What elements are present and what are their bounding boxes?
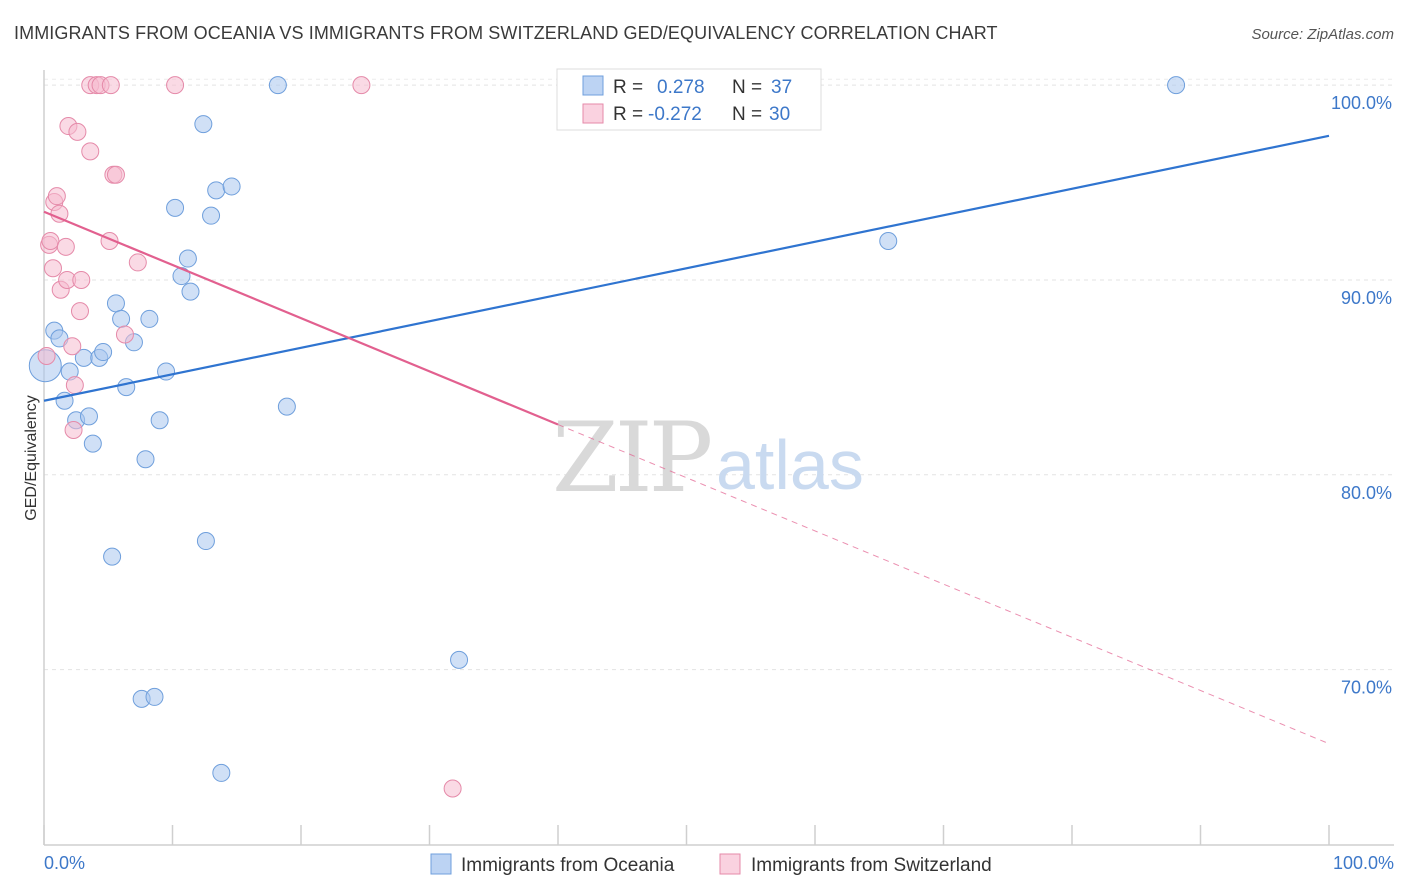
y-tick-label: 70.0% — [1341, 678, 1392, 698]
point-switzerland — [81, 142, 100, 161]
point-oceania — [268, 76, 287, 95]
trend-lines — [43, 134, 1330, 745]
point-oceania — [194, 115, 213, 134]
point-oceania — [1167, 76, 1186, 95]
point-oceania — [136, 450, 155, 469]
stats-legend: R = 0.278 N = 37 R = -0.272 N = 30 — [556, 68, 822, 131]
watermark: ZIP atlas — [552, 402, 864, 514]
bottom-legend: Immigrants from Oceania Immigrants from … — [430, 853, 992, 876]
x-ticks — [43, 825, 1330, 845]
y-axis-label: GED/Equivalency — [23, 395, 40, 520]
stats-swatch-switzerland — [582, 103, 604, 124]
point-oceania — [145, 687, 164, 706]
x-tick-label-max: 100.0% — [1333, 853, 1394, 873]
point-oceania — [79, 407, 98, 426]
trend-line-oceania — [43, 134, 1330, 402]
stats-n-value-switzerland: 30 — [769, 104, 790, 125]
point-switzerland — [64, 420, 83, 439]
point-oceania — [106, 294, 125, 313]
y-tick-labels: 100.0% 90.0% 80.0% 70.0% — [1331, 93, 1392, 698]
data-points — [28, 76, 1186, 798]
point-oceania — [83, 434, 102, 453]
point-oceania — [202, 206, 221, 225]
point-oceania — [166, 198, 185, 217]
point-switzerland — [101, 76, 120, 95]
stats-n-label-switzerland: N = — [732, 104, 762, 125]
watermark-zip: ZIP — [552, 402, 711, 514]
chart-title: IMMIGRANTS FROM OCEANIA VS IMMIGRANTS FR… — [14, 23, 998, 43]
watermark-atlas: atlas — [716, 426, 864, 504]
y-tick-label: 80.0% — [1341, 483, 1392, 503]
trend-line-switzerland-extrapolated — [557, 424, 1330, 745]
point-oceania — [879, 231, 898, 250]
point-oceania — [450, 650, 469, 669]
point-oceania — [196, 532, 215, 551]
point-oceania — [150, 411, 169, 430]
y-tick-label: 100.0% — [1331, 93, 1392, 113]
point-switzerland — [65, 376, 84, 395]
legend-label-switzerland: Immigrants from Switzerland — [751, 855, 992, 876]
x-tick-label-min: 0.0% — [44, 853, 85, 873]
point-switzerland — [63, 337, 82, 356]
point-oceania — [94, 343, 113, 362]
point-switzerland — [68, 122, 87, 141]
chart-source: Source: ZipAtlas.com — [1251, 26, 1394, 43]
stats-r-label-oceania: R = — [613, 77, 643, 98]
y-tick-label: 90.0% — [1341, 288, 1392, 308]
gridlines — [44, 78, 1394, 671]
point-oceania — [117, 378, 136, 397]
point-oceania — [103, 547, 122, 566]
point-switzerland — [352, 76, 371, 95]
legend-swatch-oceania — [430, 853, 452, 875]
point-switzerland — [56, 237, 75, 256]
point-oceania — [112, 309, 131, 328]
stats-n-value-oceania: 37 — [771, 77, 792, 98]
axes — [43, 70, 1394, 846]
point-oceania — [212, 763, 231, 782]
point-switzerland — [166, 76, 185, 95]
legend-label-oceania: Immigrants from Oceania — [461, 855, 675, 876]
point-switzerland — [47, 187, 66, 206]
point-oceania — [222, 177, 241, 196]
point-oceania — [178, 249, 197, 268]
stats-n-label-oceania: N = — [732, 77, 762, 98]
point-switzerland — [70, 302, 89, 321]
stats-r-value-switzerland: -0.272 — [648, 104, 702, 125]
point-oceania — [277, 397, 296, 416]
point-switzerland — [41, 231, 60, 250]
point-oceania — [181, 282, 200, 301]
stats-swatch-oceania — [582, 75, 604, 96]
point-switzerland — [443, 779, 462, 798]
point-switzerland — [43, 259, 62, 278]
trend-line-switzerland — [43, 210, 559, 426]
stats-r-value-oceania: 0.278 — [657, 77, 705, 98]
point-oceania — [207, 181, 226, 200]
point-switzerland — [106, 165, 125, 184]
point-switzerland — [115, 325, 134, 344]
point-switzerland — [37, 346, 56, 365]
legend-swatch-switzerland — [719, 853, 741, 875]
point-switzerland — [128, 253, 147, 272]
point-oceania — [140, 309, 159, 328]
stats-r-label-switzerland: R = — [613, 104, 643, 125]
point-switzerland — [72, 270, 91, 289]
